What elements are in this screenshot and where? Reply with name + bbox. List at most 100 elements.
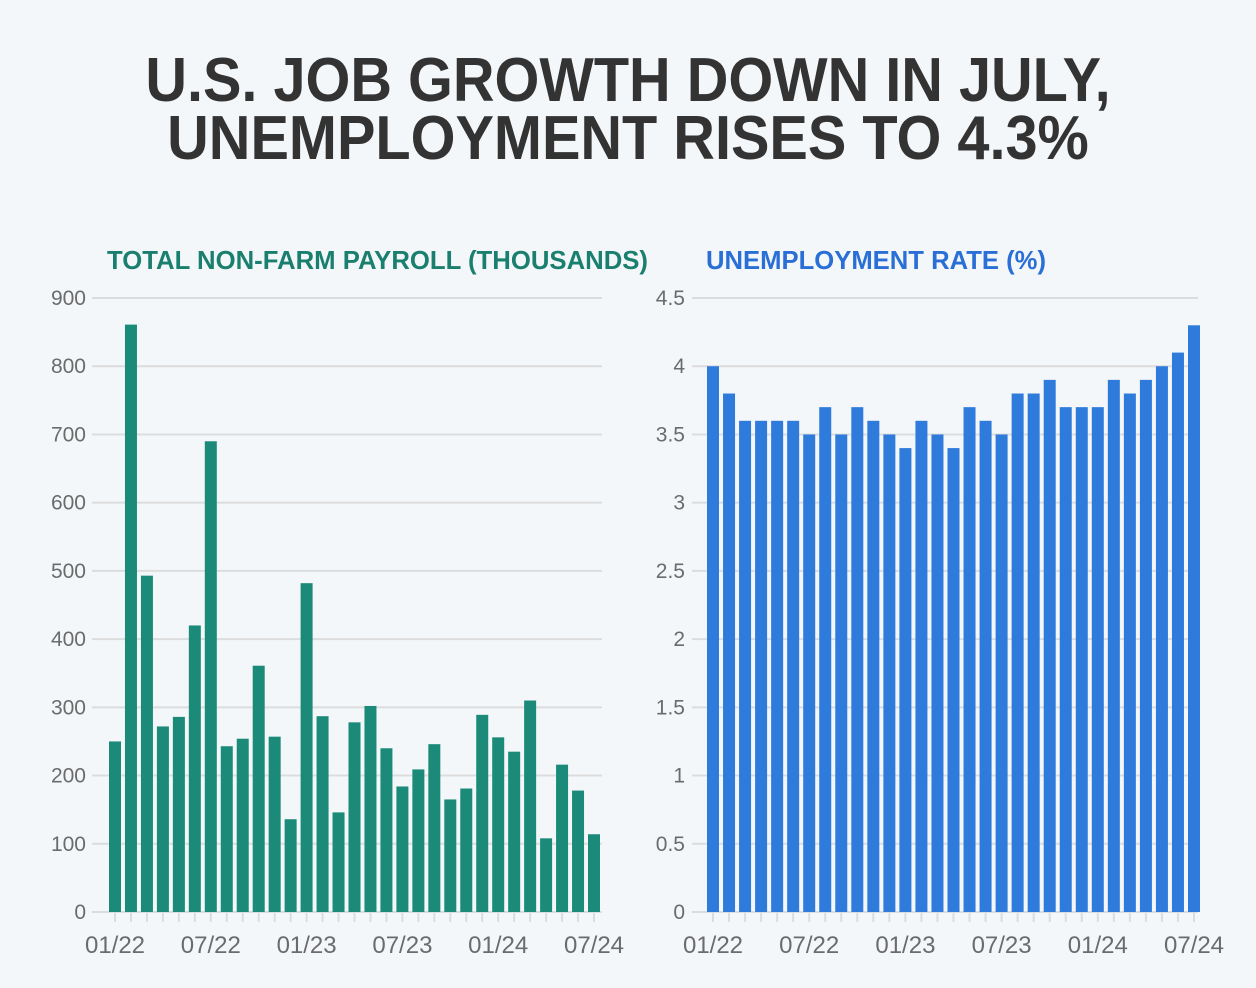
bar: 08/23: 3.8 (1011, 393, 1024, 912)
bar: 12/23: 289 (476, 714, 489, 912)
x-tick-label: 07/23 (372, 932, 432, 959)
y-tick-label: 300 (51, 696, 86, 719)
y-tick-label: 3.5 (656, 423, 685, 446)
bar: 07/22: 690 (204, 441, 217, 912)
bar: 06/24: 4.1 (1171, 352, 1184, 913)
y-tick-label: 4.5 (656, 287, 685, 310)
bar: 05/22: 286 (172, 716, 185, 912)
bar: 08/22: 243 (220, 746, 233, 912)
x-tick-label: 07/24 (564, 932, 624, 959)
bar: 06/23: 240 (380, 748, 393, 912)
bar: 09/22: 254 (236, 738, 249, 912)
y-tick-label: 800 (51, 355, 86, 378)
bar: 10/22: 3.7 (851, 407, 864, 912)
x-tick-label: 01/24 (1068, 932, 1128, 959)
bar: 07/22: 3.5 (803, 434, 816, 912)
bar: 12/22: 136 (284, 819, 297, 912)
chart-2: UNEMPLOYMENT RATE (%) 0 0.5 1 1.5 2 2.5 3 3.5 4 4.… (656, 245, 1224, 959)
bar: 11/23: 181 (460, 788, 473, 912)
bar: 07/24: 4.3 (1188, 325, 1200, 912)
bar: 06/22: 420 (188, 625, 201, 912)
y-tick-label: 0 (673, 901, 685, 924)
x-tick-label: 01/24 (468, 932, 528, 959)
bar: 01/24: 256 (492, 737, 505, 912)
bar: 03/23: 3.5 (931, 434, 944, 912)
bar: 08/23: 209 (412, 769, 425, 912)
y-tick-label: 0.5 (656, 833, 685, 856)
bar: 05/23: 302 (364, 705, 377, 912)
bar: 09/23: 3.8 (1027, 393, 1040, 912)
bar: 02/23: 287 (316, 716, 329, 912)
bar: 02/22: 861 (124, 324, 137, 912)
bar: 02/22: 3.8 (723, 393, 736, 912)
bar: 07/24: 114 (588, 834, 600, 912)
x-tick-label: 07/24 (1164, 932, 1224, 959)
title-line-2: UNEMPLOYMENT RISES TO 4.3% (167, 104, 1089, 173)
y-tick-label: 3 (673, 492, 685, 515)
x-tick-label: 01/23 (277, 932, 337, 959)
y-tick-label: 500 (51, 560, 86, 583)
y-tick-label: 100 (51, 833, 86, 856)
bar: 06/22: 3.6 (787, 420, 800, 912)
bar: 09/22: 3.5 (835, 434, 848, 912)
bar: 06/23: 3.6 (979, 420, 992, 912)
bar: 10/22: 361 (252, 665, 265, 912)
bar: 03/22: 493 (140, 575, 153, 912)
bar: 05/22: 3.6 (771, 420, 784, 912)
bar: 10/23: 165 (444, 799, 457, 912)
bar: 01/23: 3.4 (899, 448, 912, 912)
chart-1: TOTAL NON-FARM PAYROLL (THOUSANDS) 0 100 20… (51, 245, 648, 959)
bar: 01/23: 482 (300, 583, 313, 912)
bar: 11/22: 3.6 (867, 420, 880, 912)
y-tick-label: 900 (51, 287, 86, 310)
bar: 11/23: 3.7 (1059, 407, 1072, 912)
bar: 03/23: 146 (332, 812, 345, 912)
bar: 01/24: 3.7 (1091, 407, 1104, 912)
y-tick-label: 0 (74, 901, 86, 924)
chart-title: UNEMPLOYMENT RATE (%) (706, 245, 1046, 275)
y-tick-label: 200 (51, 765, 86, 788)
x-tick-label: 01/22 (85, 932, 145, 959)
y-tick-label: 700 (51, 423, 86, 446)
bar: 02/23: 3.6 (915, 420, 928, 912)
bar: 01/22: 250 (109, 741, 121, 912)
y-tick-label: 2.5 (656, 560, 685, 583)
bar: 04/23: 278 (348, 722, 361, 912)
bar: 12/23: 3.7 (1075, 407, 1088, 912)
bar: 03/22: 3.6 (739, 420, 752, 912)
x-tick-label: 01/23 (875, 932, 935, 959)
y-tick-label: 2 (673, 628, 685, 651)
bar: 08/22: 3.7 (819, 407, 832, 912)
bar: 01/22: 4 (707, 366, 719, 912)
y-tick-label: 4 (673, 355, 685, 378)
bar: 07/23: 184 (396, 786, 409, 912)
bar: 09/23: 246 (428, 744, 441, 912)
bar: 04/22: 3.6 (755, 420, 768, 912)
page-title: U.S. JOB GROWTH DOWN IN JULY, UNEMPLOYME… (0, 46, 1256, 173)
title-line-1: U.S. JOB GROWTH DOWN IN JULY, (145, 46, 1111, 115)
x-tick-label: 07/22 (181, 932, 241, 959)
x-tick-label: 07/23 (972, 932, 1032, 959)
bar: 11/22: 257 (268, 736, 281, 912)
y-tick-label: 1.5 (656, 696, 685, 719)
bar: 04/23: 3.4 (947, 448, 960, 912)
y-tick-label: 400 (51, 628, 86, 651)
bar: 04/22: 272 (156, 726, 169, 912)
bar: 02/24: 235 (508, 751, 521, 912)
bar: 02/24: 3.9 (1107, 379, 1120, 912)
bar: 06/24: 178 (572, 790, 585, 912)
y-tick-label: 600 (51, 492, 86, 515)
x-tick-label: 07/22 (779, 932, 839, 959)
bar: 04/24: 3.9 (1139, 379, 1152, 912)
chart-title: TOTAL NON-FARM PAYROLL (THOUSANDS) (107, 245, 648, 275)
x-tick-label: 01/22 (683, 932, 743, 959)
bar: 10/23: 3.9 (1043, 379, 1056, 912)
bar: 05/23: 3.7 (963, 407, 976, 912)
bar: 07/23: 3.5 (995, 434, 1008, 912)
y-tick-label: 1 (673, 765, 685, 788)
bar: 03/24: 3.8 (1123, 393, 1136, 912)
bar: 03/24: 310 (524, 700, 537, 912)
bar: 04/24: 108 (540, 838, 553, 912)
bar: 05/24: 4 (1155, 366, 1168, 912)
